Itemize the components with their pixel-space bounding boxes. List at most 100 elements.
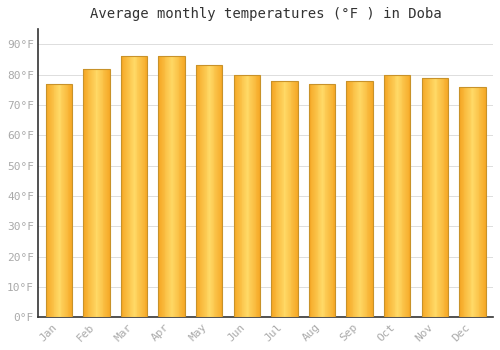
Bar: [363, 80, 364, 317]
Bar: [310, 84, 312, 317]
Bar: [441, 78, 442, 317]
Bar: [212, 65, 214, 317]
Bar: [125, 56, 126, 317]
Bar: [293, 80, 294, 317]
Bar: [354, 80, 355, 317]
Bar: [208, 65, 209, 317]
Bar: [470, 87, 472, 317]
Bar: [404, 75, 405, 317]
Bar: [48, 84, 49, 317]
Bar: [351, 80, 352, 317]
Bar: [459, 87, 460, 317]
Bar: [371, 80, 372, 317]
Bar: [219, 65, 220, 317]
Bar: [93, 69, 94, 317]
Bar: [128, 56, 129, 317]
Bar: [247, 75, 248, 317]
Bar: [56, 84, 57, 317]
Bar: [357, 80, 358, 317]
Bar: [86, 69, 88, 317]
Bar: [318, 84, 320, 317]
Bar: [196, 65, 222, 317]
Bar: [142, 56, 143, 317]
Bar: [180, 56, 182, 317]
Bar: [289, 80, 290, 317]
Bar: [360, 80, 362, 317]
Bar: [158, 56, 184, 317]
Bar: [181, 56, 182, 317]
Bar: [422, 78, 424, 317]
Bar: [330, 84, 331, 317]
Bar: [158, 56, 160, 317]
Bar: [168, 56, 169, 317]
Bar: [349, 80, 350, 317]
Bar: [49, 84, 50, 317]
Bar: [254, 75, 256, 317]
Bar: [392, 75, 393, 317]
Bar: [390, 75, 391, 317]
Bar: [334, 84, 335, 317]
Bar: [174, 56, 175, 317]
Bar: [331, 84, 332, 317]
Bar: [356, 80, 357, 317]
Bar: [59, 84, 60, 317]
Bar: [426, 78, 427, 317]
Bar: [346, 80, 348, 317]
Bar: [384, 75, 410, 317]
Bar: [280, 80, 281, 317]
Bar: [258, 75, 259, 317]
Bar: [469, 87, 470, 317]
Bar: [91, 69, 92, 317]
Bar: [98, 69, 99, 317]
Bar: [438, 78, 439, 317]
Bar: [144, 56, 146, 317]
Bar: [96, 69, 98, 317]
Bar: [271, 80, 297, 317]
Bar: [321, 84, 322, 317]
Bar: [369, 80, 370, 317]
Bar: [88, 69, 90, 317]
Title: Average monthly temperatures (°F ) in Doba: Average monthly temperatures (°F ) in Do…: [90, 7, 442, 21]
Bar: [350, 80, 351, 317]
Bar: [313, 84, 314, 317]
Bar: [365, 80, 366, 317]
Bar: [279, 80, 280, 317]
Bar: [128, 56, 130, 317]
Bar: [286, 80, 287, 317]
Bar: [294, 80, 295, 317]
Bar: [385, 75, 386, 317]
Bar: [160, 56, 161, 317]
Bar: [133, 56, 134, 317]
Bar: [442, 78, 444, 317]
Bar: [138, 56, 140, 317]
Bar: [464, 87, 466, 317]
Bar: [206, 65, 208, 317]
Bar: [370, 80, 371, 317]
Bar: [146, 56, 147, 317]
Bar: [309, 84, 310, 317]
Bar: [328, 84, 329, 317]
Bar: [430, 78, 432, 317]
Bar: [216, 65, 217, 317]
Bar: [86, 69, 87, 317]
Bar: [424, 78, 425, 317]
Bar: [251, 75, 252, 317]
Bar: [101, 69, 102, 317]
Bar: [197, 65, 198, 317]
Bar: [460, 87, 461, 317]
Bar: [326, 84, 328, 317]
Bar: [483, 87, 484, 317]
Bar: [406, 75, 407, 317]
Bar: [459, 87, 485, 317]
Bar: [94, 69, 96, 317]
Bar: [259, 75, 260, 317]
Bar: [106, 69, 107, 317]
Bar: [83, 69, 110, 317]
Bar: [408, 75, 410, 317]
Bar: [246, 75, 247, 317]
Bar: [368, 80, 370, 317]
Bar: [234, 75, 236, 317]
Bar: [220, 65, 222, 317]
Bar: [132, 56, 133, 317]
Bar: [90, 69, 91, 317]
